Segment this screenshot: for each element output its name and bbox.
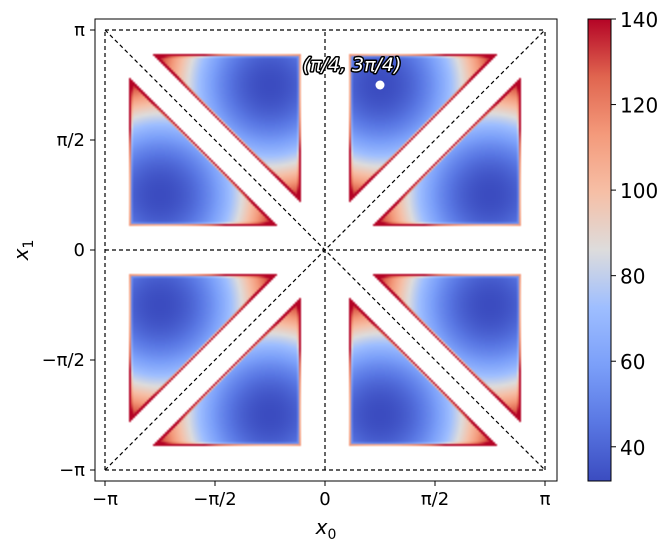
plot-area: (π/4, 3π/4)	[94, 18, 558, 482]
colorbar-tick-label-4: 120	[620, 94, 658, 118]
x-tick-label-4: π	[540, 489, 551, 510]
x-tick-label-1: −π/2	[193, 489, 236, 510]
annotations: (π/4, 3π/4)	[301, 52, 403, 90]
x-axis-title: x0	[315, 515, 337, 543]
colorbar-tick-label-0: 40	[620, 436, 645, 460]
x-tick-label-2: 0	[319, 489, 330, 510]
annotation-marker-0	[375, 80, 385, 90]
colorbar-tick-label-3: 100	[620, 179, 658, 203]
y-tick-label-3: π/2	[57, 130, 85, 151]
x-tick-label-0: −π	[92, 489, 118, 510]
annotation-label-0: (π/4, 3π/4)	[303, 54, 402, 76]
colorbar-tick-label-5: 140	[620, 8, 658, 32]
y-tick-label-0: −π	[59, 460, 85, 481]
colorbar-ticks: 40 60 80 100 120 140	[611, 8, 658, 460]
colorbar: 40 60 80 100 120 140	[587, 8, 658, 482]
colorbar-tick-label-2: 80	[620, 265, 645, 289]
colorbar-tick-label-1: 60	[620, 350, 645, 374]
y-axis-ticks: −π −π/2 0 π/2 π	[42, 20, 95, 481]
x-axis-ticks: −π −π/2 0 π/2 π	[92, 481, 551, 510]
y-tick-label-4: π	[74, 20, 85, 41]
y-tick-label-2: 0	[74, 240, 85, 261]
dashed-lines	[104, 29, 546, 471]
y-axis-title: x1	[9, 240, 37, 262]
colorbar-gradient	[587, 18, 612, 482]
x-tick-label-3: π/2	[421, 489, 449, 510]
y-tick-label-1: −π/2	[42, 350, 85, 371]
